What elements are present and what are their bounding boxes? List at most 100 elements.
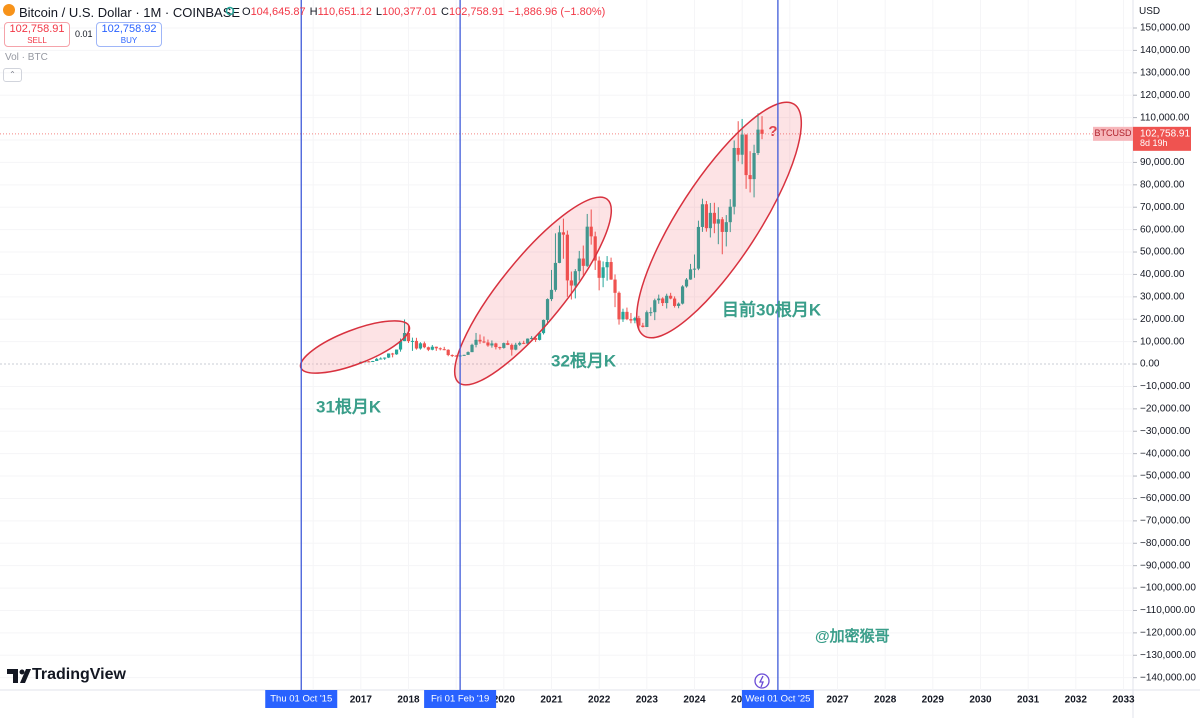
date-label: Thu 01 Oct '15 <box>270 694 332 705</box>
y-tick-label: −20,000.00 <box>1140 403 1191 414</box>
countdown-label: 8d 19h <box>1140 138 1168 148</box>
y-tick-label: 30,000.00 <box>1140 291 1185 302</box>
candle-body <box>426 347 430 350</box>
candle-body <box>375 358 379 362</box>
candle-body <box>625 311 629 320</box>
candle-body <box>649 312 653 314</box>
candle-body <box>398 341 403 350</box>
x-tick-label: 2028 <box>874 695 897 706</box>
candle-body <box>653 300 657 313</box>
candle-body <box>593 236 597 261</box>
candle-body <box>450 355 454 357</box>
candle-body <box>454 355 458 357</box>
candle-body <box>502 343 506 348</box>
candle-body <box>557 232 562 263</box>
candle-body <box>752 153 756 180</box>
buy-label: BUY <box>120 36 138 45</box>
candle-body <box>442 349 446 351</box>
candle-body <box>732 147 736 207</box>
sell-button[interactable]: 102,758.91 SELL <box>4 22 70 47</box>
ohlc-value: 104,645.87 <box>250 6 306 18</box>
y-tick-label: −10,000.00 <box>1140 381 1191 392</box>
candle-body <box>680 286 685 304</box>
annotation: 31根月K <box>316 396 382 416</box>
logo-dot <box>19 669 25 675</box>
candle-body <box>645 312 649 327</box>
x-tick-label: 2027 <box>826 695 849 706</box>
candle-body <box>367 361 371 363</box>
candle-body <box>474 339 478 345</box>
ohlc-change: −1,886.96 (−1.80%) <box>508 6 606 18</box>
status-dot <box>224 4 236 19</box>
candle-body <box>569 280 573 286</box>
candle-body <box>462 354 466 356</box>
sell-label: SELL <box>27 36 47 45</box>
date-label: Wed 01 Oct '25 <box>745 694 810 705</box>
candle-body <box>748 175 752 180</box>
x-tick-label: 2021 <box>540 695 563 706</box>
x-tick-label: 2020 <box>493 695 516 706</box>
candle-body <box>629 319 633 321</box>
candle-body <box>692 268 697 270</box>
y-tick-label: −110,000.00 <box>1140 605 1196 616</box>
candles <box>359 113 764 363</box>
collapse-button[interactable]: ⌃ <box>3 68 22 82</box>
date-label: Fri 01 Feb '19 <box>431 694 489 705</box>
candle-body <box>740 134 744 155</box>
x-tick-label: 2031 <box>1017 695 1040 706</box>
candle-body <box>712 212 716 224</box>
candle-body <box>379 358 383 360</box>
y-tick-label: 140,000.00 <box>1140 45 1190 56</box>
candle-body <box>724 222 728 232</box>
candle-body <box>406 332 411 342</box>
candle-body <box>434 346 438 349</box>
candle-body <box>637 318 641 326</box>
candle-body <box>494 343 498 348</box>
candle-body <box>514 344 518 350</box>
y-tick-label: 90,000.00 <box>1140 157 1185 168</box>
y-tick-label: −90,000.00 <box>1140 560 1191 571</box>
y-tick-label: 70,000.00 <box>1140 202 1185 213</box>
icon <box>225 6 235 16</box>
candle-body <box>391 353 395 355</box>
date-badge <box>265 690 338 708</box>
candle-body <box>466 352 470 355</box>
y-tick-label: −80,000.00 <box>1140 538 1191 549</box>
candle-body <box>577 258 581 272</box>
symbol-label: BTCUSD <box>1094 128 1132 138</box>
candle-body <box>470 344 474 353</box>
candle-body <box>736 147 740 155</box>
candle-body <box>581 258 585 266</box>
candle-body <box>601 267 605 278</box>
icon <box>3 4 15 16</box>
candle-body <box>744 134 748 176</box>
y-tick-label: −70,000.00 <box>1140 516 1191 527</box>
candle-body <box>561 232 566 235</box>
annotation: ? <box>768 123 777 140</box>
candle-body <box>756 129 760 154</box>
candle-body <box>760 129 764 134</box>
candle-body <box>597 260 601 278</box>
candle-body <box>677 303 681 306</box>
candle-body <box>414 340 419 349</box>
candle-body <box>573 271 577 286</box>
buy-button[interactable]: 102,758.92 BUY <box>96 22 162 47</box>
symbol-title: Bitcoin / U.S. Dollar · 1M · COINBASE <box>19 5 241 20</box>
candle-body <box>518 342 522 345</box>
candle-body <box>661 298 665 304</box>
candle-body <box>696 226 701 269</box>
y-tick-label: 80,000.00 <box>1140 179 1185 190</box>
volume-label: Vol · BTC <box>5 52 48 63</box>
candle-body <box>720 219 724 232</box>
y-tick-label: −60,000.00 <box>1140 493 1191 504</box>
y-tick-label: −30,000.00 <box>1140 426 1191 437</box>
candle-body <box>641 325 645 327</box>
ohlc-value: 100,377.01 <box>381 6 438 18</box>
y-tick-label: 10,000.00 <box>1140 336 1185 347</box>
candle-body <box>553 262 558 290</box>
candle-body <box>526 338 530 344</box>
y-tick-label: −120,000.00 <box>1140 628 1196 639</box>
